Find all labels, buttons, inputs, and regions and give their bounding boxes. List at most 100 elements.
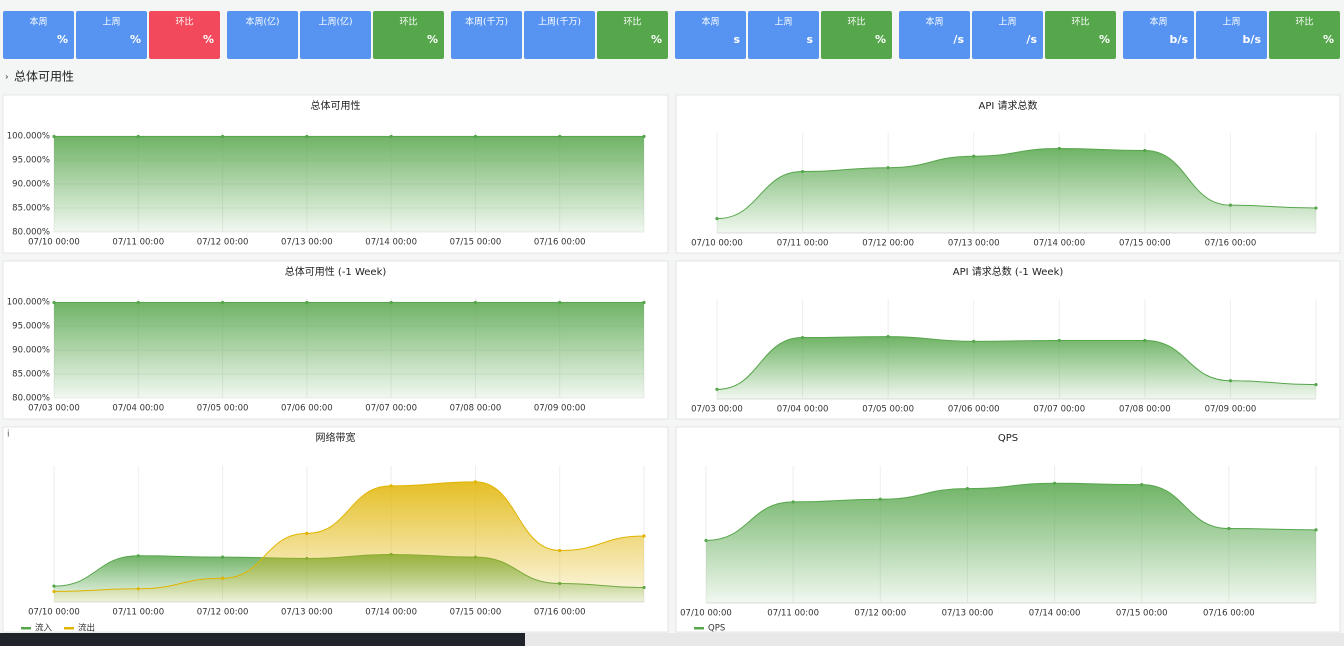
data-point: [558, 134, 562, 139]
stat-label: 本周: [701, 16, 719, 28]
data-point: [1228, 379, 1233, 383]
data-point: [136, 554, 140, 558]
data-point: [220, 134, 225, 139]
info-icon[interactable]: i: [7, 430, 10, 440]
legend-label[interactable]: 流出: [78, 623, 95, 634]
x-tick-label: 07/11 00:00: [112, 608, 164, 618]
y-tick-label: 90.000%: [12, 346, 50, 356]
x-tick-label: 07/16 00:00: [1205, 239, 1257, 249]
stat-label: 环比: [175, 16, 193, 28]
stat-value: b/s: [1243, 33, 1262, 46]
stat-tile: [149, 11, 220, 59]
x-tick-label: 07/06 00:00: [281, 404, 333, 414]
stat-value: s: [806, 33, 813, 46]
stat-label: 上周: [774, 17, 792, 28]
stat-tile: [899, 11, 970, 59]
stat-tile: [3, 11, 74, 59]
series-area: [54, 136, 644, 232]
stat-label: 上周(千万): [538, 17, 581, 28]
x-tick-label: 07/10 00:00: [691, 239, 743, 249]
stat-tile: [597, 11, 668, 59]
x-tick-label: 07/03 00:00: [28, 404, 80, 414]
x-tick-label: 07/06 00:00: [948, 405, 1000, 415]
bottom-strip: [525, 633, 1344, 646]
stat-tile: [227, 11, 298, 59]
stat-label: 上周: [102, 17, 120, 28]
data-point: [715, 217, 719, 221]
series-area: [54, 302, 644, 398]
data-point: [800, 169, 805, 174]
data-point: [220, 576, 225, 580]
data-point: [704, 538, 708, 543]
series-area: [706, 483, 1316, 603]
x-tick-label: 07/11 00:00: [777, 239, 829, 249]
x-tick-label: 07/14 00:00: [365, 238, 417, 248]
legend-swatch: [694, 627, 704, 630]
data-point: [1140, 483, 1144, 487]
panel-title: API 请求总数: [979, 99, 1038, 112]
x-tick-label: 07/11 00:00: [112, 238, 164, 248]
stat-label: 本周: [29, 16, 47, 28]
legend-label[interactable]: QPS: [708, 624, 725, 634]
data-point: [715, 387, 719, 391]
data-point: [878, 497, 882, 501]
stat-value: b/s: [1170, 33, 1189, 46]
stat-value: %: [427, 33, 438, 46]
y-tick-label: 95.000%: [12, 322, 50, 332]
stat-tile: [1045, 11, 1116, 59]
y-tick-label: 100.000%: [7, 298, 50, 308]
data-point: [1314, 383, 1318, 387]
data-point: [136, 300, 140, 305]
x-tick-label: 07/15 00:00: [450, 238, 502, 248]
data-point: [965, 487, 970, 491]
stat-value: /s: [953, 33, 964, 46]
panel-title: 总体可用性: [311, 99, 361, 112]
x-tick-label: 07/13 00:00: [281, 608, 333, 618]
x-tick-label: 07/16 00:00: [1203, 609, 1255, 619]
stat-value: %: [1323, 33, 1334, 46]
y-tick-label: 80.000%: [12, 394, 50, 404]
stat-label: 本周(千万): [465, 16, 508, 28]
stat-label: 环比: [623, 16, 641, 28]
data-point: [305, 531, 309, 535]
stat-label: 本周: [925, 16, 943, 28]
stat-value: /s: [1026, 33, 1037, 46]
stat-tile: [748, 11, 819, 59]
stat-label: 环比: [847, 16, 865, 28]
panel-title: 网络带宽: [316, 431, 356, 444]
x-tick-label: 07/08 00:00: [1119, 405, 1171, 415]
panel-title: API 请求总数 (-1 Week): [953, 265, 1064, 278]
data-point: [1143, 338, 1147, 343]
x-tick-label: 07/13 00:00: [948, 239, 1000, 249]
row-title[interactable]: 总体可用性: [14, 70, 74, 84]
data-point: [1314, 206, 1318, 210]
bottom-strip: [0, 633, 525, 646]
stat-tile: [675, 11, 746, 59]
data-point: [1057, 146, 1061, 151]
data-point: [136, 587, 140, 591]
data-point: [220, 555, 225, 559]
legend-label[interactable]: 流入: [35, 623, 53, 634]
data-point: [52, 300, 56, 305]
data-point: [791, 500, 795, 504]
stat-label: 上周(亿): [318, 16, 352, 28]
panel-title: QPS: [998, 433, 1018, 444]
x-tick-label: 07/12 00:00: [197, 238, 249, 248]
data-point: [473, 134, 478, 139]
data-point: [136, 134, 140, 139]
stat-label: 上周: [1222, 17, 1240, 28]
data-point: [1143, 148, 1147, 153]
data-point: [642, 300, 646, 305]
stat-value: s: [733, 33, 740, 46]
stat-tile: [1196, 11, 1267, 59]
data-point: [642, 134, 646, 139]
row-chevron[interactable]: ›: [5, 73, 9, 83]
data-point: [1227, 526, 1231, 531]
stat-tile: [1123, 11, 1194, 59]
stat-value: %: [130, 33, 141, 46]
stat-label: 环比: [1071, 16, 1089, 28]
x-tick-label: 07/09 00:00: [534, 404, 586, 414]
x-tick-label: 07/10 00:00: [28, 608, 80, 618]
